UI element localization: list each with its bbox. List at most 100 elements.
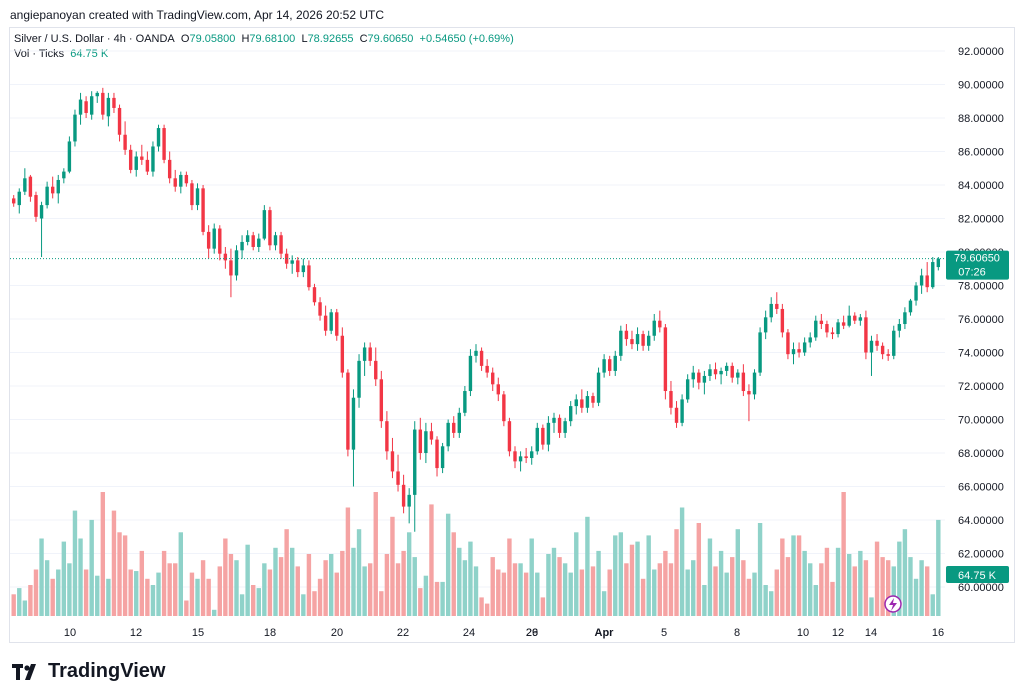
candle-body [853,315,857,321]
volume-bar [251,585,256,616]
volume-bar [746,578,752,616]
symbol-label[interactable]: Silver / U.S. Dollar · 4h · OANDA [14,33,175,45]
volume-bar [301,594,306,616]
candle-body [318,302,322,316]
volume-bar [813,585,818,616]
volume-bar [72,510,78,616]
volume-bar [134,571,139,616]
volume-bar [395,563,401,616]
open-value: 79.05800 [189,33,236,45]
volume-bar [507,538,512,616]
candle-body [791,349,796,355]
volume-bar [707,538,713,616]
time-tick-label: 10 [64,627,76,639]
volume-bar [796,535,802,616]
volume-bar [562,563,568,616]
ohlc-legend: Silver / U.S. Dollar · 4h · OANDA O79.05… [14,33,514,45]
chart-credit: angiepanoyan created with TradingView.co… [10,8,385,22]
candle-body [808,337,812,343]
bar-countdown: 07:26 [958,267,986,279]
candle-body [552,417,556,423]
candle-body [301,265,306,273]
volume-bar [379,591,384,616]
price-tick-label: 78.00000 [958,281,1004,293]
candle-body [424,431,428,453]
last-price-value: 79.60650 [954,253,1000,265]
candle-body [257,238,261,247]
candle-body [307,265,311,288]
volume-bar [557,557,562,616]
price-tick-label: 86.00000 [958,147,1004,159]
volume-bar [663,550,668,616]
volume-bar [451,532,456,616]
candle-body [535,427,539,452]
volume-bar [652,569,657,616]
volume-bar [278,557,284,616]
candle-body [502,394,506,422]
candle-body [73,114,77,142]
candle-body [931,262,935,288]
volume-bar [930,594,935,616]
price-tick-label: 90.00000 [958,80,1004,92]
volume-bar [835,547,841,616]
candle-body [775,303,779,309]
candle-body [713,369,718,375]
volume-bar [33,569,39,616]
candle-body [858,317,863,321]
volume-bar [117,532,122,616]
volume-bar [161,550,167,616]
volume-bar [100,492,106,616]
volume-bar [551,547,557,616]
volume-bar [106,578,111,616]
candle-body [602,359,606,373]
volume-bar [685,569,690,616]
time-tick-label: 22 [397,627,409,639]
volume-bar [724,572,729,616]
volume-bar [880,557,885,616]
price-tags: 79.60650 07:26 64.75 K [884,250,1009,613]
candle-body [685,379,690,400]
volume-bar [11,594,16,616]
candle-body [112,97,116,108]
time-tick-label: 16 [932,627,944,639]
volume-bar [323,560,328,616]
volume-bar [17,588,22,616]
candle-body [730,365,734,378]
candle-body [825,324,829,333]
candle-body [262,210,267,239]
candle-body [619,330,623,356]
volume-bar [640,578,646,616]
volume-bar [67,563,72,616]
volume-bar [490,557,495,616]
candle-body [357,360,361,398]
candle-body [830,332,835,335]
candle-body [474,350,478,356]
candle-body [218,228,222,254]
candle-body [452,422,456,433]
candle-body [351,397,356,450]
tradingview-logo[interactable]: TradingView [12,660,165,683]
candle-body [479,350,484,366]
volume-bar [284,529,289,616]
volume-bar [262,563,267,616]
volume-bar [61,541,67,616]
volume-bar [462,560,468,616]
volume-bar [585,516,590,616]
candle-body [435,439,439,469]
candle-body [646,335,651,346]
volume-bar [457,547,462,616]
candle-body [569,406,573,422]
candle-body [591,396,595,403]
candle-body [557,417,562,433]
candle-body [407,494,411,507]
candle-body [802,342,807,353]
candle-body [541,427,545,445]
volume-bar [423,575,429,616]
volume-tag-value: 64.75 K [958,570,997,582]
volume-bar [440,581,445,616]
candle-body [630,339,634,345]
volume-bar [657,563,663,616]
candle-body [374,360,378,380]
